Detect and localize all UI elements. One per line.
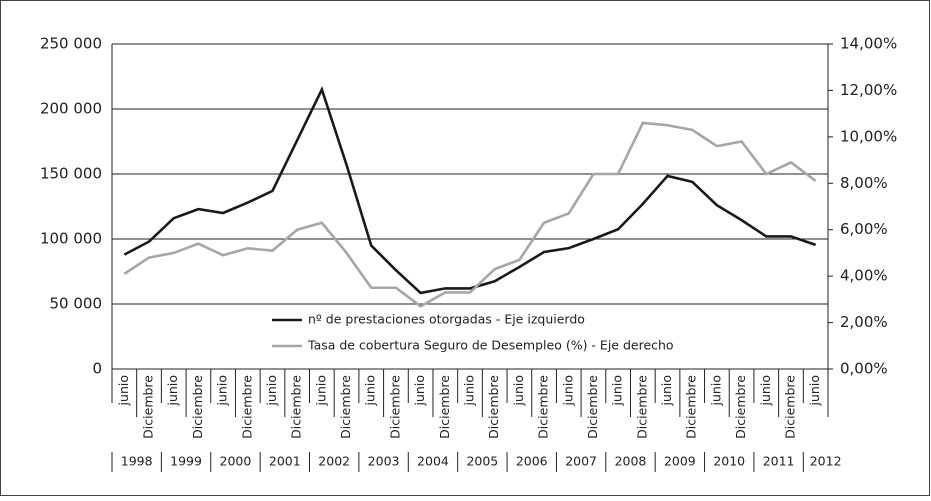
y-tick-label: 200 000 <box>40 100 102 118</box>
x-tick-label: junio <box>165 375 180 406</box>
year-label: 1998 <box>121 454 153 469</box>
year-label: 2007 <box>565 454 597 469</box>
year-label: 2000 <box>220 454 252 469</box>
x-tick-label: Diciembre <box>733 375 748 439</box>
y2-tick-label: 6,00% <box>840 220 888 238</box>
year-label: 2006 <box>516 454 548 469</box>
year-label: 2002 <box>318 454 350 469</box>
year-label: 2001 <box>269 454 301 469</box>
year-label: 2011 <box>763 454 795 469</box>
legend-background <box>268 335 718 357</box>
x-tick-label: junio <box>313 375 328 406</box>
x-tick-label: Diciembre <box>536 375 551 439</box>
x-tick-label: Diciembre <box>437 375 452 439</box>
year-label: 2012 <box>810 454 842 469</box>
x-tick-label: Diciembre <box>782 375 797 439</box>
year-label: 2009 <box>664 454 696 469</box>
x-tick-label: junio <box>264 375 279 406</box>
y2-tick-label: 14,00% <box>840 35 897 53</box>
x-tick-label: junio <box>659 375 674 406</box>
year-label: 1999 <box>170 454 202 469</box>
x-tick-label: Diciembre <box>486 375 501 439</box>
x-tick-label: Diciembre <box>141 375 156 439</box>
legend-background <box>268 309 718 331</box>
year-label: 2003 <box>368 454 400 469</box>
y2-tick-label: 8,00% <box>840 174 888 192</box>
x-tick-label: Diciembre <box>289 375 304 439</box>
x-tick-label: junio <box>363 375 378 406</box>
y2-tick-label: 12,00% <box>840 81 897 99</box>
x-tick-label: junio <box>116 375 131 406</box>
y-tick-label: 100 000 <box>40 230 102 248</box>
x-tick-label: Diciembre <box>338 375 353 439</box>
year-label: 2010 <box>713 454 745 469</box>
y-tick-label: 0 <box>92 360 102 378</box>
x-tick-label: junio <box>462 375 477 406</box>
series-line <box>123 86 817 295</box>
x-tick-label: junio <box>560 375 575 406</box>
x-tick-label: junio <box>511 375 526 406</box>
x-tick-label: Diciembre <box>190 375 205 439</box>
year-label: 2005 <box>466 454 498 469</box>
x-tick-label: junio <box>412 375 427 406</box>
legend-label: Tasa de cobertura Seguro de Desempleo (%… <box>307 338 674 353</box>
y-tick-label: 150 000 <box>40 165 102 183</box>
x-tick-label: junio <box>807 375 822 406</box>
y2-tick-label: 0,00% <box>840 360 888 378</box>
year-label: 2008 <box>615 454 647 469</box>
y2-tick-label: 2,00% <box>840 313 888 331</box>
x-tick-label: Diciembre <box>634 375 649 439</box>
year-label: 2004 <box>417 454 449 469</box>
y2-tick-label: 10,00% <box>840 127 897 145</box>
y-tick-label: 50 000 <box>50 295 103 313</box>
legend-label: nº de prestaciones otorgadas - Eje izqui… <box>308 312 585 327</box>
x-tick-label: junio <box>610 375 625 406</box>
x-tick-label: junio <box>758 375 773 406</box>
x-tick-label: junio <box>215 375 230 406</box>
series-line <box>123 121 817 308</box>
x-tick-label: Diciembre <box>684 375 699 439</box>
y2-tick-label: 4,00% <box>840 267 888 285</box>
y-tick-label: 250 000 <box>40 35 102 53</box>
x-tick-label: junio <box>708 375 723 406</box>
x-tick-label: Diciembre <box>585 375 600 439</box>
x-tick-label: Diciembre <box>239 375 254 439</box>
x-tick-label: Diciembre <box>387 375 402 439</box>
